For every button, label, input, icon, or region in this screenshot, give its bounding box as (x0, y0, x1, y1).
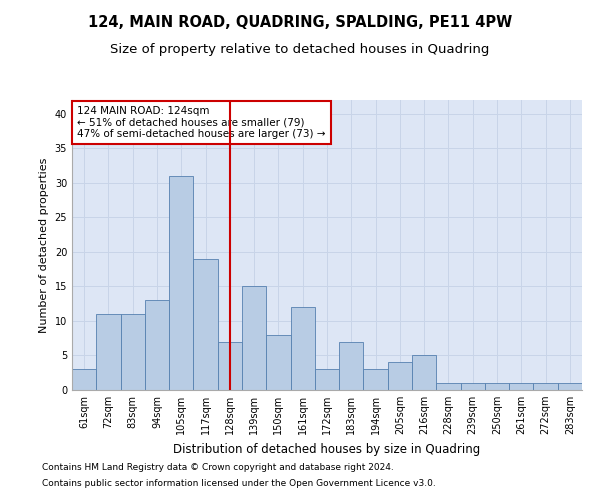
Bar (436, 383, 461, 390)
Bar (169, 176, 193, 390)
Bar (242, 286, 266, 390)
Bar (509, 383, 533, 390)
Bar (558, 383, 582, 390)
Text: 124, MAIN ROAD, QUADRING, SPALDING, PE11 4PW: 124, MAIN ROAD, QUADRING, SPALDING, PE11… (88, 15, 512, 30)
Bar (339, 342, 364, 390)
Text: Contains public sector information licensed under the Open Government Licence v3: Contains public sector information licen… (42, 478, 436, 488)
Text: Size of property relative to detached houses in Quadring: Size of property relative to detached ho… (110, 42, 490, 56)
Bar (315, 370, 339, 390)
Bar (218, 342, 242, 390)
Text: Contains HM Land Registry data © Crown copyright and database right 2024.: Contains HM Land Registry data © Crown c… (42, 464, 394, 472)
Bar (461, 383, 485, 390)
Bar (72, 370, 96, 390)
Bar (485, 383, 509, 390)
Text: 124 MAIN ROAD: 124sqm
← 51% of detached houses are smaller (79)
47% of semi-deta: 124 MAIN ROAD: 124sqm ← 51% of detached … (77, 106, 326, 139)
Bar (145, 300, 169, 390)
Bar (121, 314, 145, 390)
Bar (193, 259, 218, 390)
Bar (364, 370, 388, 390)
X-axis label: Distribution of detached houses by size in Quadring: Distribution of detached houses by size … (173, 442, 481, 456)
Bar (290, 307, 315, 390)
Bar (96, 314, 121, 390)
Bar (412, 356, 436, 390)
Bar (533, 383, 558, 390)
Bar (388, 362, 412, 390)
Bar (266, 335, 290, 390)
Y-axis label: Number of detached properties: Number of detached properties (39, 158, 49, 332)
